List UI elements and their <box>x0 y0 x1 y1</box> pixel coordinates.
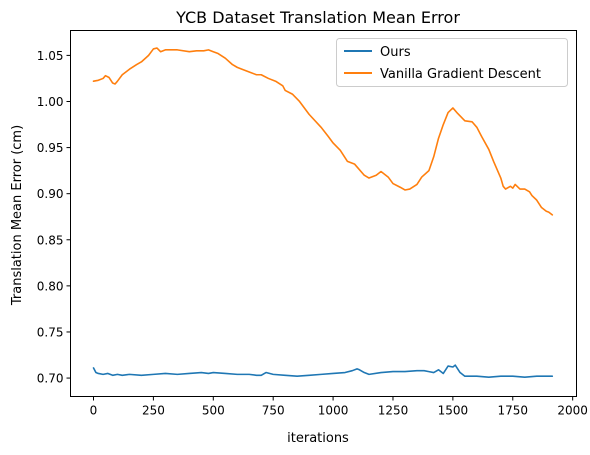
y-tick-label: 0.90 <box>37 187 64 201</box>
series-layer <box>92 47 554 378</box>
x-tick-label: 2000 <box>557 404 588 418</box>
x-tick-label: 750 <box>262 404 285 418</box>
x-tick-label: 1000 <box>318 404 349 418</box>
plot-area-frame <box>70 30 577 397</box>
y-tick-label: 1.00 <box>37 95 64 109</box>
chart-title: YCB Dataset Translation Mean Error <box>175 8 460 27</box>
y-axis-label: Translation Mean Error (cm) <box>10 125 25 306</box>
legend-box <box>336 38 568 87</box>
y-tick-label: 1.05 <box>37 49 64 63</box>
x-axis: 0 250 500 750 1000 1250 1500 1750 2000 <box>90 396 588 418</box>
series-line-ours <box>92 364 554 378</box>
y-tick-label: 0.85 <box>37 233 64 247</box>
x-tick-label: 250 <box>142 404 165 418</box>
legend: Ours Vanilla Gradient Descent <box>336 38 568 87</box>
x-tick-label: 500 <box>202 404 225 418</box>
x-tick-label: 0 <box>90 404 98 418</box>
x-axis-label: iterations <box>287 431 349 446</box>
series-line-vanilla-gradient-descent <box>92 47 554 216</box>
legend-label-ours: Ours <box>380 45 411 60</box>
x-tick-label: 1750 <box>497 404 528 418</box>
y-tick-label: 0.80 <box>37 279 64 293</box>
y-tick-label: 0.70 <box>37 372 64 386</box>
y-tick-label: 0.95 <box>37 141 64 155</box>
y-tick-label: 0.75 <box>37 325 64 339</box>
x-tick-label: 1500 <box>438 404 469 418</box>
x-tick-label: 1250 <box>378 404 409 418</box>
legend-label-vanilla-gradient-descent: Vanilla Gradient Descent <box>380 67 541 82</box>
y-axis: 0.70 0.75 0.80 0.85 0.90 0.95 1.00 1.05 <box>37 49 71 386</box>
